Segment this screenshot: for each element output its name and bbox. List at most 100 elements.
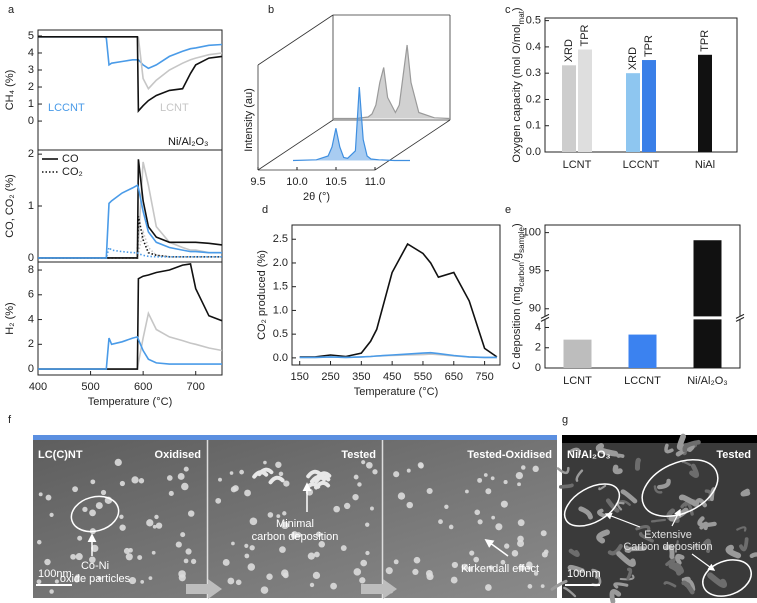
carbon-fiber — [682, 439, 701, 453]
particle — [97, 576, 102, 581]
panel-label: a — [8, 4, 15, 16]
carbon-fiber — [575, 469, 584, 482]
micrograph-background — [33, 440, 557, 598]
particle — [239, 469, 244, 475]
highlight-ellipse — [702, 559, 752, 597]
particle — [353, 474, 359, 480]
carbon-fiber — [612, 464, 623, 475]
x-tick-label: 10.0 — [286, 176, 307, 188]
carbon-fiber — [578, 506, 593, 520]
particle — [276, 514, 281, 519]
series-line — [299, 242, 498, 358]
highlight-ellipse — [641, 458, 719, 518]
particle — [49, 589, 54, 594]
particle — [451, 561, 459, 569]
particle — [365, 550, 370, 556]
particle — [183, 466, 189, 472]
particle — [275, 461, 282, 468]
particle — [154, 514, 159, 520]
particle — [406, 468, 411, 473]
arrow — [484, 538, 509, 557]
x-tick-label: 450 — [383, 371, 401, 383]
y-tick-label: 0.5 — [526, 15, 541, 27]
particle — [72, 486, 79, 493]
sequence-arrow — [361, 579, 397, 599]
x-tick-label: 500 — [81, 381, 99, 393]
particle — [504, 543, 510, 549]
particle — [465, 489, 469, 494]
y-tick-label: 0.0 — [526, 146, 541, 158]
carbon-fiber — [605, 498, 620, 513]
particle — [333, 505, 340, 513]
particle — [138, 478, 145, 484]
particle — [166, 475, 173, 481]
particle — [119, 480, 126, 487]
particle — [148, 576, 153, 580]
y-tick-label: 0.3 — [526, 67, 541, 79]
note: Minimal — [276, 518, 314, 530]
carbon-fiber — [596, 529, 610, 544]
particle — [477, 477, 483, 483]
carbon-fiber — [616, 551, 636, 567]
particle — [151, 550, 156, 555]
carbon-fiber — [556, 466, 570, 475]
carbon-fiber — [749, 552, 757, 559]
particle — [485, 488, 492, 495]
carbon-fiber — [597, 508, 606, 518]
particle — [249, 517, 258, 526]
particle — [318, 541, 326, 548]
y-tick-label: 0.4 — [526, 41, 541, 53]
panel-label: c — [505, 4, 511, 16]
particle — [543, 549, 549, 555]
series-line — [299, 351, 497, 359]
particle — [361, 460, 366, 465]
panel-label: e — [505, 204, 511, 216]
x-tick-label: 11.0 — [365, 176, 386, 188]
particle — [38, 492, 43, 497]
micrograph-g — [550, 433, 757, 603]
particle — [89, 509, 96, 517]
particle — [90, 479, 96, 485]
particle — [517, 540, 525, 548]
carbon-fiber — [598, 484, 607, 491]
y-tick-label: 0.1 — [526, 120, 541, 132]
series-line — [38, 36, 223, 91]
particle — [473, 556, 480, 563]
particle — [521, 465, 526, 470]
carbon-fiber — [663, 544, 675, 560]
particle — [357, 482, 362, 487]
x-tick-label: 9.5 — [250, 176, 265, 188]
particle — [359, 577, 366, 584]
particle — [128, 547, 133, 553]
carbon-fiber — [664, 443, 674, 454]
particle — [152, 524, 157, 529]
x-tick-label: 550 — [414, 371, 432, 383]
y-axis-label-part: mat — [517, 10, 526, 24]
box-edge — [257, 14, 334, 66]
particle — [393, 471, 400, 478]
arrow — [691, 553, 716, 571]
series-line — [292, 86, 410, 162]
scale-label: 100nm — [38, 568, 72, 580]
particle — [483, 473, 488, 477]
particle — [91, 544, 99, 553]
highlight-ellipse — [563, 483, 621, 527]
bar — [578, 49, 592, 152]
particle — [477, 519, 483, 525]
particle — [503, 480, 508, 485]
carbon-filament — [314, 474, 331, 484]
particle — [426, 573, 434, 581]
y-axis-label: Oxygen capacity (mol O/molmat) — [511, 7, 526, 162]
particle — [517, 519, 525, 527]
particle — [54, 579, 59, 584]
y-tick-label: 1.0 — [273, 304, 288, 316]
y-tick-label: 2.0 — [273, 257, 288, 269]
particle — [279, 546, 286, 553]
y-tick-label: 95 — [529, 265, 541, 277]
carbon-filament — [268, 475, 285, 485]
plot-frame — [544, 17, 738, 153]
state-label: Tested — [716, 449, 751, 461]
y-tick-label: 0.0 — [273, 352, 288, 364]
